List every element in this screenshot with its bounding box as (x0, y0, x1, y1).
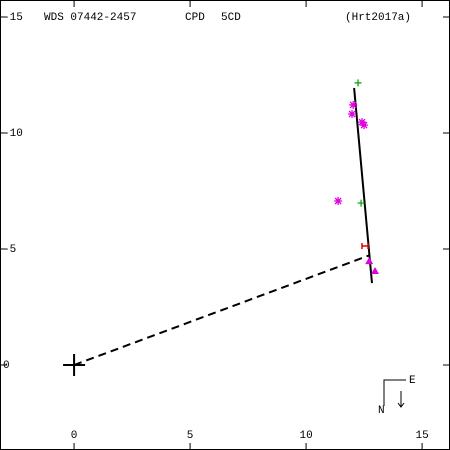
catalog-label: CPD (185, 12, 205, 24)
asterisk (357, 118, 366, 127)
compass-east: E (409, 375, 416, 387)
reference: (Hrt2017a) (345, 12, 411, 24)
compass-north: N (378, 405, 385, 417)
point (334, 196, 343, 205)
cross (63, 354, 86, 377)
bar (361, 242, 369, 249)
plus (357, 199, 365, 207)
triangle (365, 257, 374, 265)
x-tick-label: 5 (187, 430, 194, 442)
asterisk (360, 121, 369, 130)
point (365, 257, 374, 265)
node-line (73, 254, 371, 366)
compass: E N (378, 375, 416, 417)
point (354, 79, 362, 87)
point (357, 199, 365, 207)
chart-title: WDS 07442-2457 (44, 12, 136, 24)
x-tick-label: 15 (415, 430, 428, 442)
x-tick-label: 0 (71, 430, 78, 442)
orbit-line (353, 87, 373, 284)
y-tick-label: -5 (3, 244, 16, 256)
point (357, 118, 366, 127)
y-tick-label: 0 (3, 360, 10, 372)
catalog-label: 5CD (221, 12, 241, 24)
x-tick-label: 10 (299, 430, 312, 442)
y-tick-label: -15 (3, 12, 23, 24)
y-tick-label: -10 (3, 128, 23, 140)
point (349, 100, 358, 109)
point (63, 354, 86, 377)
asterisk (348, 109, 357, 118)
point (360, 121, 369, 130)
point (361, 242, 369, 249)
point (348, 109, 357, 118)
triangle (370, 267, 379, 275)
point (370, 267, 379, 275)
asterisk (334, 196, 343, 205)
asterisk (349, 100, 358, 109)
plus (354, 79, 362, 87)
